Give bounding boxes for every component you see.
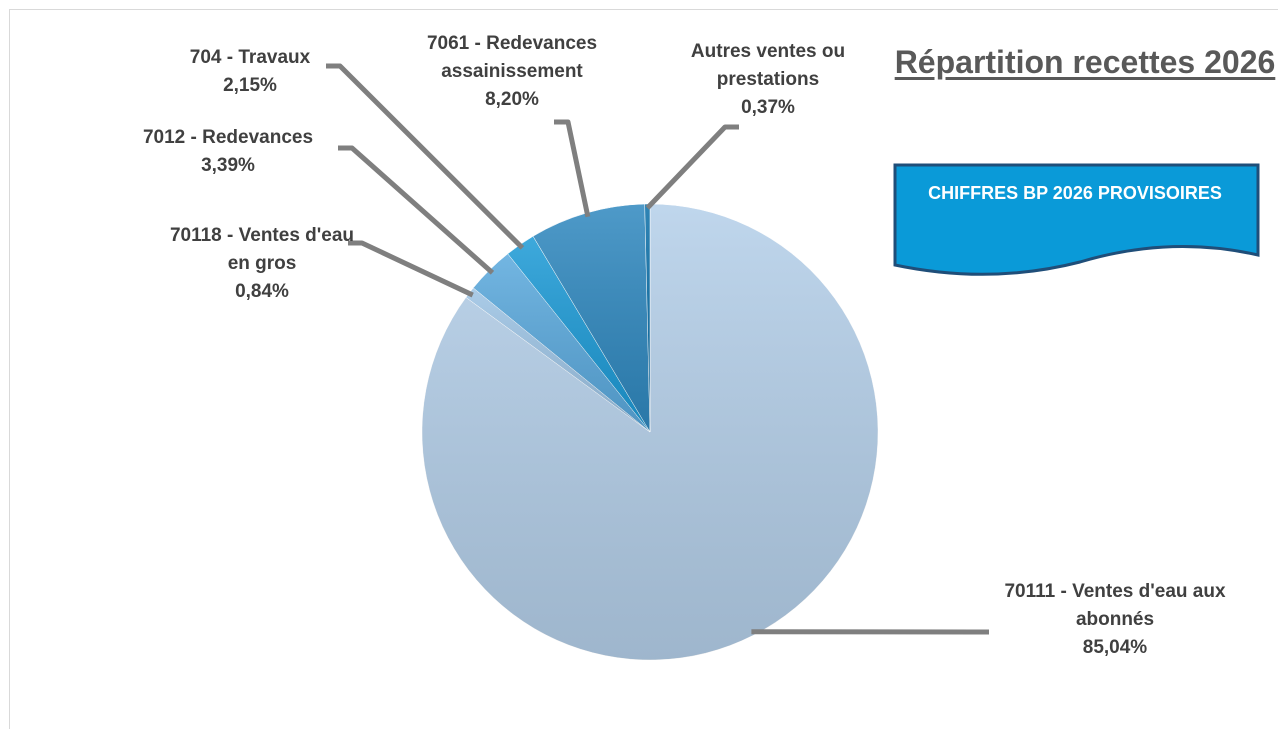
- category-label: 70118 - Ventes d'eau en gros: [157, 222, 367, 278]
- category-label: 7061 - Redevances assainissement: [382, 30, 642, 86]
- annotation: CHIFFRES BP 2026 PROVISOIRES: [905, 180, 1245, 206]
- value-label: 2,15%: [150, 72, 350, 100]
- category-label: 7012 - Redevances: [98, 124, 358, 152]
- leader-line: [647, 127, 739, 208]
- category-label: 704 - Travaux: [150, 44, 350, 72]
- value-label: 3,39%: [98, 152, 358, 180]
- leader-line: [554, 122, 588, 217]
- value-label: 0,84%: [157, 278, 367, 306]
- value-label: 8,20%: [382, 86, 642, 114]
- chart-title: Répartition recettes 2026: [885, 40, 1278, 84]
- value-label: 85,04%: [985, 634, 1245, 662]
- category-label: Autres ventes ou prestations: [668, 38, 868, 94]
- value-label: 0,37%: [668, 94, 868, 122]
- category-label: 70111 - Ventes d'eau aux abonnés: [985, 578, 1245, 634]
